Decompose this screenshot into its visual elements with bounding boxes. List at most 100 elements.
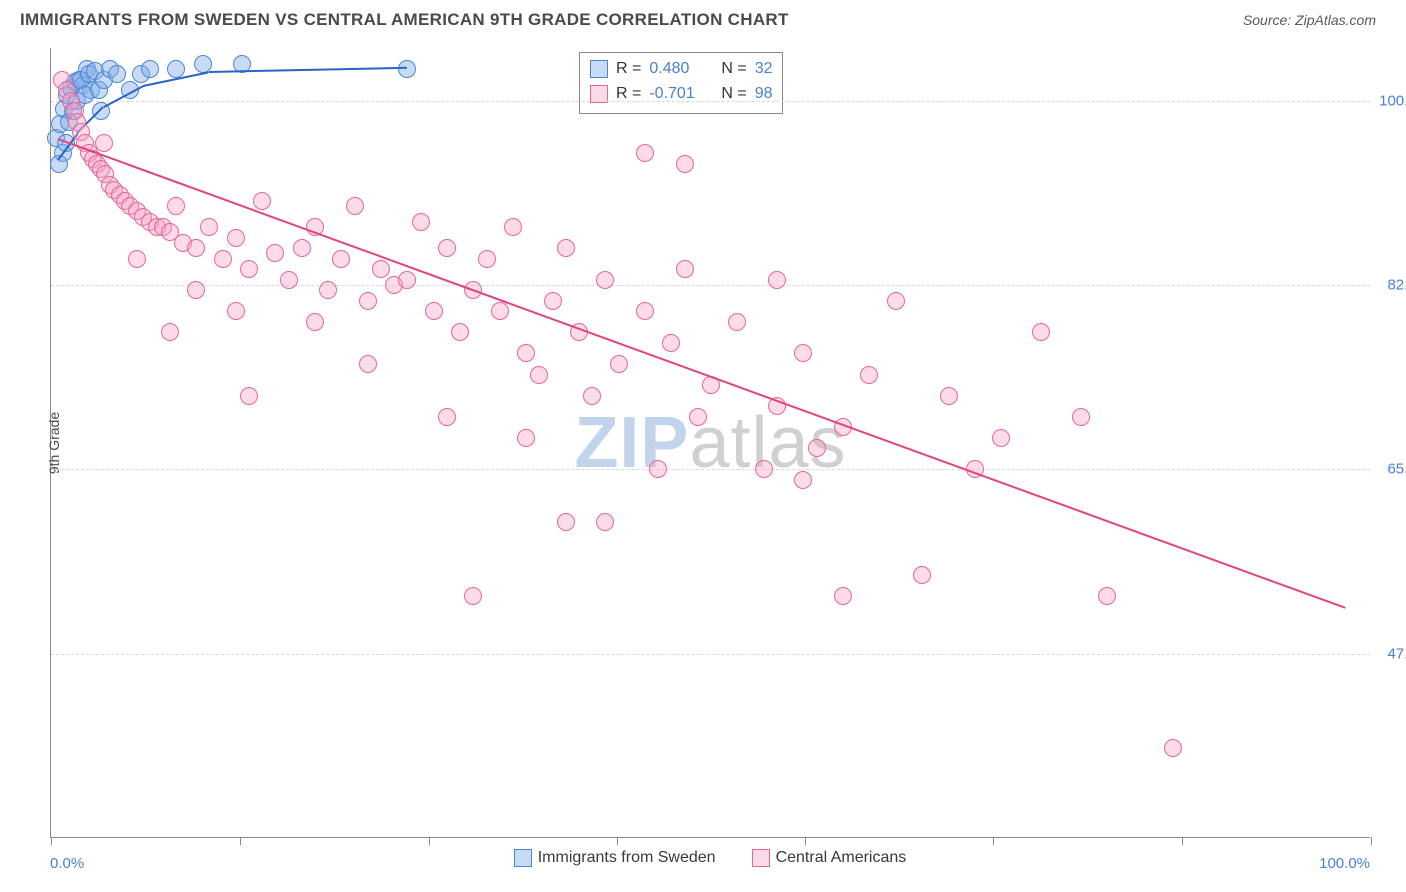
x-tick (993, 837, 994, 845)
scatter-point-central (636, 302, 654, 320)
scatter-point-central (834, 587, 852, 605)
x-tick (1371, 837, 1372, 845)
scatter-point-central (425, 302, 443, 320)
scatter-point-central (676, 260, 694, 278)
series-name-sweden: Immigrants from Sweden (538, 849, 716, 867)
scatter-point-central (319, 281, 337, 299)
chart-title: IMMIGRANTS FROM SWEDEN VS CENTRAL AMERIC… (20, 10, 789, 30)
scatter-point-central (794, 471, 812, 489)
scatter-point-central (649, 460, 667, 478)
x-tick (429, 837, 430, 845)
scatter-point-central (187, 281, 205, 299)
gridline (51, 285, 1370, 286)
scatter-point-central (689, 408, 707, 426)
scatter-point-sweden (108, 65, 126, 83)
scatter-point-central (266, 244, 284, 262)
n-value-sweden: 32 (755, 57, 773, 82)
scatter-point-central (557, 513, 575, 531)
scatter-point-central (398, 271, 416, 289)
y-axis-label: 9th Grade (46, 411, 62, 473)
x-tick (1182, 837, 1183, 845)
scatter-point-central (755, 460, 773, 478)
scatter-point-central (227, 302, 245, 320)
plot-area: 9th Grade ZIPatlas R =0.480N =32R =-0.70… (50, 48, 1370, 838)
scatter-point-central (464, 587, 482, 605)
scatter-point-central (808, 439, 826, 457)
scatter-point-central (992, 429, 1010, 447)
scatter-point-sweden (141, 60, 159, 78)
scatter-point-central (293, 239, 311, 257)
scatter-point-central (662, 334, 680, 352)
legend-row-sweden: R =0.480N =32 (590, 57, 772, 82)
scatter-point-central (346, 197, 364, 215)
scatter-point-central (332, 250, 350, 268)
scatter-point-central (557, 239, 575, 257)
gridline (51, 101, 1370, 102)
series-name-central: Central Americans (776, 849, 907, 867)
legend-item-central: Central Americans (752, 849, 907, 867)
y-tick-label: 47.5% (1387, 645, 1406, 662)
scatter-point-central (227, 229, 245, 247)
scatter-point-central (128, 250, 146, 268)
scatter-point-central (240, 387, 258, 405)
n-value-central: 98 (755, 82, 773, 107)
scatter-point-central (940, 387, 958, 405)
legend-item-sweden: Immigrants from Sweden (514, 849, 716, 867)
scatter-point-central (610, 355, 628, 373)
chart-container: 9th Grade ZIPatlas R =0.480N =32R =-0.70… (50, 48, 1370, 838)
scatter-point-central (438, 239, 456, 257)
scatter-point-central (794, 344, 812, 362)
source-label: Source: ZipAtlas.com (1243, 12, 1376, 28)
y-tick-label: 82.5% (1387, 277, 1406, 294)
legend-series: Immigrants from Sweden Central Americans (50, 849, 1370, 872)
scatter-point-central (306, 313, 324, 331)
scatter-point-central (596, 513, 614, 531)
scatter-point-central (517, 429, 535, 447)
r-label: R = (616, 82, 641, 107)
gridline (51, 469, 1370, 470)
scatter-point-central (676, 155, 694, 173)
scatter-point-central (544, 292, 562, 310)
scatter-point-central (530, 366, 548, 384)
scatter-point-central (1098, 587, 1116, 605)
n-label: N = (721, 57, 746, 82)
scatter-point-central (728, 313, 746, 331)
gridline (51, 654, 1370, 655)
swatch-sweden (514, 849, 532, 867)
scatter-point-central (504, 218, 522, 236)
scatter-point-central (583, 387, 601, 405)
scatter-point-central (913, 566, 931, 584)
scatter-point-central (95, 134, 113, 152)
x-tick (51, 837, 52, 845)
scatter-point-central (451, 323, 469, 341)
scatter-point-central (161, 323, 179, 341)
trend-line-central (57, 138, 1345, 609)
scatter-point-sweden (167, 60, 185, 78)
scatter-point-central (636, 144, 654, 162)
x-tick (240, 837, 241, 845)
swatch-sweden (590, 60, 608, 78)
swatch-central (752, 849, 770, 867)
scatter-point-central (359, 292, 377, 310)
scatter-point-central (517, 344, 535, 362)
scatter-point-central (187, 239, 205, 257)
scatter-point-central (768, 271, 786, 289)
scatter-point-central (280, 271, 298, 289)
scatter-point-central (214, 250, 232, 268)
scatter-point-central (253, 192, 271, 210)
scatter-point-central (167, 197, 185, 215)
scatter-point-central (240, 260, 258, 278)
scatter-point-central (491, 302, 509, 320)
x-tick (617, 837, 618, 845)
scatter-point-central (372, 260, 390, 278)
scatter-point-central (1072, 408, 1090, 426)
scatter-point-central (1032, 323, 1050, 341)
scatter-point-central (359, 355, 377, 373)
legend-row-central: R =-0.701N =98 (590, 82, 772, 107)
n-label: N = (721, 82, 746, 107)
scatter-point-central (200, 218, 218, 236)
y-tick-label: 100.0% (1379, 92, 1406, 109)
y-tick-label: 65.0% (1387, 461, 1406, 478)
scatter-point-central (438, 408, 456, 426)
scatter-point-central (412, 213, 430, 231)
